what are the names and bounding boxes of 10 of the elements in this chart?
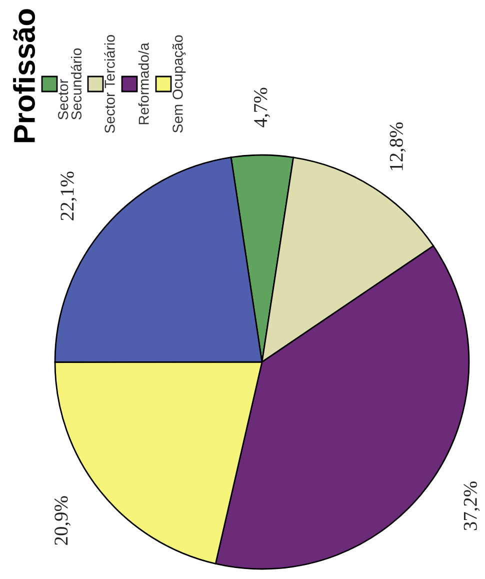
legend-label: Sector Terciário xyxy=(104,35,115,133)
legend-label: Reformado/a xyxy=(138,42,149,124)
data-label: 20,9% xyxy=(54,496,71,545)
data-label: 22,1% xyxy=(60,172,77,220)
legend-label: Sem Ocupação xyxy=(172,35,186,133)
legend-label: Sector Secundário xyxy=(58,48,82,120)
data-label: 12,8% xyxy=(390,122,406,170)
data-label: 37,2% xyxy=(464,481,480,530)
legend-title: Profissão xyxy=(13,9,36,142)
data-label: 4,7% xyxy=(254,88,270,128)
